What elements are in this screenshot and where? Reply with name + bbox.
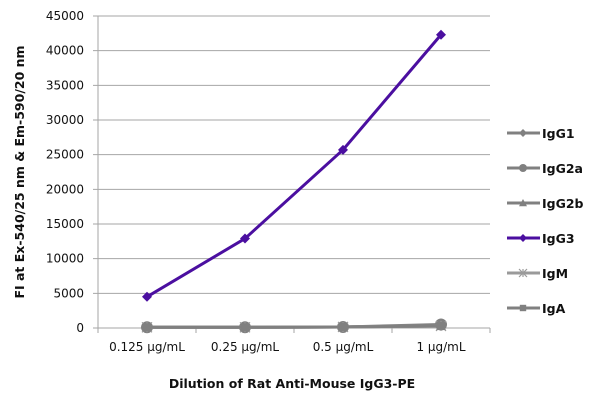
x-tick-label: 1 µg/mL (416, 340, 465, 354)
y-tick-label: 5000 (53, 286, 84, 300)
legend-label: IgG3 (542, 231, 575, 246)
triangle-marker (519, 199, 527, 207)
legend-item-IgG1: IgG1 (507, 126, 575, 141)
y-tick-label: 25000 (46, 148, 84, 162)
x-tick-label: 0.5 µg/mL (313, 340, 374, 354)
legend-label: IgM (542, 266, 568, 281)
y-tick-label: 45000 (46, 9, 84, 23)
diamond-marker (436, 29, 446, 40)
y-tick-label: 15000 (46, 217, 84, 231)
star-marker (518, 268, 528, 278)
square-marker (519, 304, 527, 312)
legend-label: IgG2b (542, 196, 584, 211)
legend-label: IgG1 (542, 126, 575, 141)
series-line (147, 324, 442, 329)
diamond-marker (142, 291, 152, 302)
square-marker (437, 321, 445, 330)
legend-item-IgM: IgM (507, 266, 568, 281)
series-line (146, 33, 443, 299)
series-IgG3 (142, 29, 446, 302)
diamond-marker (338, 144, 348, 155)
legend-item-IgA: IgA (507, 301, 566, 316)
circle-marker (519, 164, 527, 172)
y-tick-label: 20000 (46, 182, 84, 196)
legend-item-IgG3: IgG3 (507, 231, 575, 246)
square-marker (339, 322, 347, 331)
y-axis-title: FI at Ex-540/25 nm & Em-590/20 nm (12, 45, 27, 298)
diamond-marker (240, 233, 250, 244)
square-marker (143, 323, 151, 332)
y-tick-label: 40000 (46, 44, 84, 58)
square-marker (241, 323, 249, 332)
series-IgA (143, 321, 445, 332)
diamond-marker (519, 129, 527, 137)
legend-item-IgG2a: IgG2a (507, 161, 583, 176)
x-axis-title: Dilution of Rat Anti-Mouse IgG3-PE (169, 376, 415, 391)
y-tick-label: 10000 (46, 252, 84, 266)
y-tick-label: 0 (76, 321, 84, 335)
legend-label: IgG2a (542, 161, 583, 176)
legend-item-IgG2b: IgG2b (507, 196, 584, 211)
x-tick-label: 0.125 µg/mL (109, 340, 185, 354)
y-tick-label: 35000 (46, 78, 84, 92)
x-tick-label: 0.25 µg/mL (211, 340, 280, 354)
y-tick-label: 30000 (46, 113, 84, 127)
legend-label: IgA (542, 301, 566, 316)
diamond-marker (519, 234, 527, 242)
